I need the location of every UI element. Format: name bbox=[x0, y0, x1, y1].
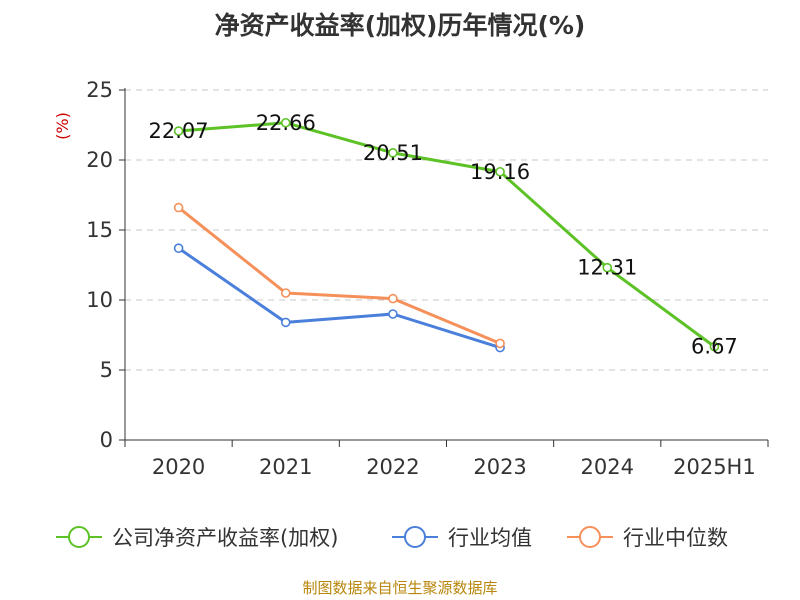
legend-label: 行业均值 bbox=[448, 526, 532, 550]
series-line bbox=[178, 121, 716, 348]
legend: 公司净资产收益率(加权) 行业均值 行业中位数 bbox=[56, 526, 728, 550]
data-point bbox=[495, 166, 505, 177]
data-label: 20.51 bbox=[363, 141, 423, 165]
data-source-note: 制图数据来自恒生聚源数据库 bbox=[302, 579, 497, 597]
x-tick-label: 2025H1 bbox=[673, 455, 756, 479]
x-tick-label: 2021 bbox=[259, 455, 312, 479]
data-point bbox=[173, 243, 184, 253]
legend-label: 行业中位数 bbox=[623, 526, 728, 550]
data-label: 22.07 bbox=[149, 119, 209, 143]
data-labels: 22.07 22.66 20.51 19.16 12.31 6.67 bbox=[149, 111, 738, 359]
data-point bbox=[280, 317, 291, 328]
axes: 0 5 10 15 20 25 2020 2021 2022 2023 2024 2025H1 bbox=[86, 78, 769, 479]
data-point bbox=[388, 293, 398, 304]
x-tick-label: 2022 bbox=[366, 455, 419, 479]
legend-marker bbox=[579, 526, 601, 548]
grid-lines bbox=[125, 89, 768, 371]
data-label: 19.16 bbox=[470, 160, 530, 184]
y-tick-label: 10 bbox=[86, 288, 113, 312]
y-tick-label: 25 bbox=[86, 78, 113, 102]
series-line bbox=[177, 206, 501, 345]
y-axis-unit: (%) bbox=[53, 112, 72, 140]
data-point bbox=[709, 341, 720, 352]
x-tick-label: 2020 bbox=[152, 455, 205, 479]
data-point bbox=[602, 262, 613, 273]
data-point bbox=[280, 117, 291, 128]
x-tick-label: 2023 bbox=[473, 455, 526, 479]
series-layer bbox=[173, 117, 720, 353]
data-point bbox=[388, 148, 398, 158]
y-tick-label: 5 bbox=[100, 358, 113, 382]
series-line bbox=[177, 246, 501, 350]
legend-marker bbox=[404, 526, 426, 548]
y-tick-label: 15 bbox=[86, 218, 113, 242]
legend-marker bbox=[68, 526, 90, 548]
data-point bbox=[173, 202, 184, 213]
data-point bbox=[388, 309, 398, 319]
y-tick-label: 20 bbox=[86, 148, 113, 172]
legend-label: 公司净资产收益率(加权) bbox=[112, 526, 338, 550]
data-point bbox=[173, 126, 184, 136]
y-tick-label: 0 bbox=[100, 428, 113, 452]
data-label: 22.66 bbox=[256, 111, 316, 135]
data-label: 6.67 bbox=[691, 335, 738, 359]
data-point bbox=[280, 288, 291, 298]
data-point bbox=[495, 338, 505, 349]
chart-title: 净资产收益率(加权)历年情况(%) bbox=[215, 11, 586, 40]
x-tick-label: 2024 bbox=[581, 455, 634, 479]
data-label: 12.31 bbox=[577, 256, 637, 280]
